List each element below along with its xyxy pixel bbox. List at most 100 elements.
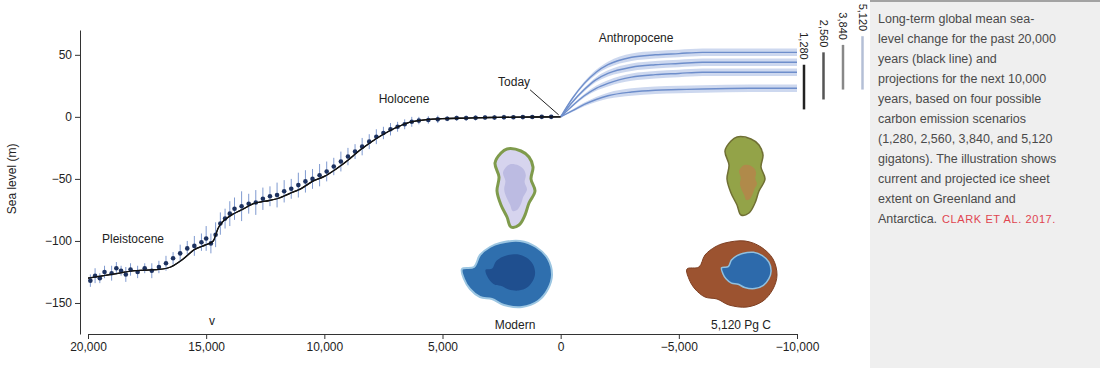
caption-line: Antarctica. CLARK ET AL. 2017.	[878, 212, 1056, 226]
annotation: Anthropocene	[599, 31, 674, 45]
data-point	[289, 187, 294, 192]
y-axis: 500−50−100−150	[45, 31, 81, 335]
data-point	[282, 189, 287, 194]
data-point	[331, 164, 336, 169]
x-tick: 5,000	[428, 334, 458, 354]
x-tick: 10,000	[306, 334, 343, 354]
annotation: Holocene	[379, 92, 430, 106]
y-tick-label: 50	[59, 48, 73, 62]
caption-line: current and projected ice sheet	[878, 172, 1050, 186]
x-tick-label: 20,000	[70, 340, 107, 354]
legend-label: 1,280	[798, 32, 810, 60]
x-tick-mark	[206, 334, 207, 339]
data-point	[192, 244, 197, 249]
y-tick-mark	[75, 303, 80, 304]
caption-text: projections for the next 10,000	[878, 72, 1046, 86]
caption-text: gigatons). The illustration shows	[878, 152, 1056, 166]
greenland-modern-inner	[503, 164, 527, 211]
projection-band	[561, 68, 797, 116]
data-point	[185, 246, 190, 251]
data-point	[164, 261, 169, 266]
sea-level-curve-top	[88, 117, 561, 278]
x-tick: 15,000	[188, 334, 225, 354]
data-point	[157, 265, 162, 270]
data-point	[178, 251, 183, 256]
x-tick: 20,000	[70, 334, 107, 354]
caption-text: years (black line) and	[878, 52, 997, 66]
projection-band	[561, 49, 797, 117]
annotation-arrow	[530, 90, 559, 115]
x-tick-label: −5,000	[661, 340, 698, 354]
data-point	[239, 204, 244, 209]
x-tick-label: 0	[558, 340, 565, 354]
data-point	[324, 169, 329, 174]
annotation: Pleistocene	[102, 232, 164, 246]
antarctica-future-inner	[721, 252, 771, 289]
projection-line	[561, 52, 797, 117]
caption-panel: Long-term global mean sea-level change f…	[870, 0, 1100, 368]
x-tick-label: −10,000	[776, 340, 820, 354]
caption-line: gigatons). The illustration shows	[878, 152, 1056, 166]
x-tick-label: 15,000	[188, 340, 225, 354]
data-point	[150, 268, 155, 273]
data-point	[268, 194, 273, 199]
legend-range-bar	[861, 36, 864, 89]
y-tick-mark	[75, 117, 80, 118]
y-axis-title: Sea level (m)	[5, 144, 19, 215]
y-tick: 50	[59, 48, 80, 62]
x-tick-mark	[443, 334, 444, 339]
legend: 1,2802,5603,8405,120	[798, 4, 869, 110]
data-point	[88, 278, 93, 283]
caption-line: carbon emission scenarios	[878, 112, 1026, 126]
data-point	[317, 173, 322, 178]
plot-area	[88, 49, 797, 287]
caption-line: (1,280, 2,560, 3,840, and 5,120	[878, 132, 1052, 146]
caption-text: current and projected ice sheet	[878, 172, 1050, 186]
x-axis: 20,000 15,000 10,000 5,000 0 −5,000 −10,000	[70, 334, 820, 354]
error-bars	[90, 115, 551, 287]
x-tick-mark	[797, 334, 798, 339]
caption-text: extent on Greenland and	[878, 192, 1016, 206]
caption-source: CLARK ET AL. 2017.	[942, 213, 1056, 225]
annotation: Modern	[495, 318, 536, 332]
x-tick-mark	[561, 334, 562, 339]
projection-band	[561, 59, 797, 117]
caption-text: (1,280, 2,560, 3,840, and 5,120	[878, 132, 1052, 146]
y-axis-line	[80, 31, 81, 335]
caption-line: projections for the next 10,000	[878, 72, 1046, 86]
antarctica-modern	[462, 241, 552, 307]
legend-label: 3,840	[837, 12, 849, 40]
legend-label: 2,560	[818, 20, 830, 48]
x-tick-mark	[88, 334, 89, 339]
ice-sheets	[462, 137, 777, 307]
data-point	[199, 240, 204, 245]
x-tick-mark	[679, 334, 680, 339]
data-point	[303, 179, 308, 184]
sea-level-curve	[88, 117, 561, 278]
caption-text: years, based on four possible	[878, 92, 1041, 106]
caption-line: years, based on four possible	[878, 92, 1041, 106]
projection-line	[561, 88, 797, 117]
data-point	[102, 270, 107, 275]
x-tick: −5,000	[661, 334, 698, 354]
y-tick-label: −100	[45, 234, 72, 248]
annotation: 5,120 Pg C	[711, 318, 771, 332]
y-tick-label: −150	[45, 296, 72, 310]
caption-text: Long-term global mean sea-	[878, 12, 1034, 26]
data-point	[339, 159, 344, 164]
y-tick-mark	[75, 179, 80, 180]
caption-text: Antarctica.	[878, 212, 937, 226]
y-tick-mark	[75, 55, 80, 56]
greenland-future-inner	[739, 165, 757, 200]
annotations: PleistoceneHoloceneTodayAnthropoceneMode…	[102, 31, 771, 332]
greenland-modern	[495, 149, 535, 228]
caption-line: Long-term global mean sea-	[878, 12, 1034, 26]
caption-text: carbon emission scenarios	[878, 112, 1026, 126]
x-tick: 0	[558, 334, 565, 354]
y-tick-label: 0	[65, 110, 72, 124]
data-point	[275, 193, 280, 198]
greenland-future	[725, 137, 765, 216]
data-point	[296, 183, 301, 188]
y-tick: −150	[45, 296, 80, 310]
caption-line: extent on Greenland and	[878, 192, 1016, 206]
